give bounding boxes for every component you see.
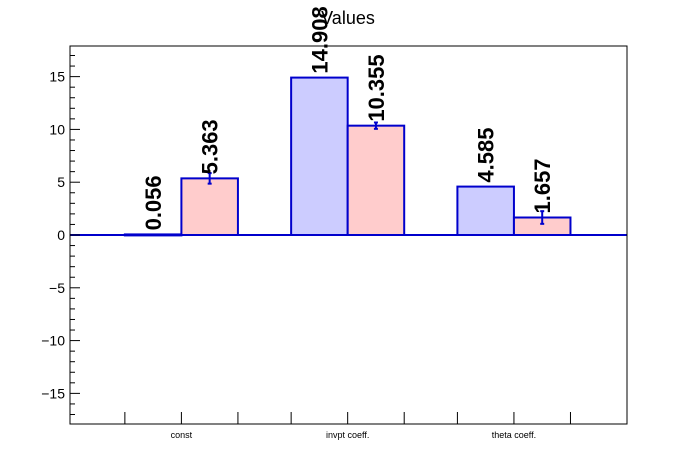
bar-series2-0 bbox=[180, 177, 239, 237]
data-label-series1-0: 0.056 bbox=[141, 175, 166, 230]
x-category-label-2: theta coeff. bbox=[492, 430, 536, 440]
y-tick-label-2: −5 bbox=[49, 280, 65, 296]
x-category-label-1: invpt coeff. bbox=[326, 430, 369, 440]
y-tick-label-3: 0 bbox=[57, 227, 65, 243]
bars-layer bbox=[123, 76, 572, 237]
y-tick-label-1: −10 bbox=[41, 333, 65, 349]
data-label-series2-2: 1.657 bbox=[530, 158, 555, 213]
bar-series1-2 bbox=[456, 185, 515, 236]
data-label-series2-1: 10.355 bbox=[364, 54, 389, 121]
y-tick-label-0: −15 bbox=[41, 385, 65, 401]
data-label-series2-0: 5.363 bbox=[198, 119, 223, 174]
y-tick-label-5: 10 bbox=[49, 121, 65, 137]
bar-series2-1 bbox=[346, 124, 406, 236]
x-category-label-0: const bbox=[171, 430, 193, 440]
chart-title: Values bbox=[321, 8, 375, 28]
y-tick-label-6: 15 bbox=[49, 69, 65, 85]
bar-series1-1 bbox=[290, 76, 349, 236]
data-label-series1-2: 4.585 bbox=[474, 128, 499, 183]
data-labels-layer: 0.056 14.908 4.585 5.363 10.355 1.657 bbox=[141, 6, 555, 230]
data-label-series1-1: 14.908 bbox=[307, 6, 332, 73]
y-tick-label-4: 5 bbox=[57, 174, 65, 190]
axes-layer: −15 −10 −5 0 5 10 15 const invpt coeff. theta coe… bbox=[41, 45, 628, 440]
